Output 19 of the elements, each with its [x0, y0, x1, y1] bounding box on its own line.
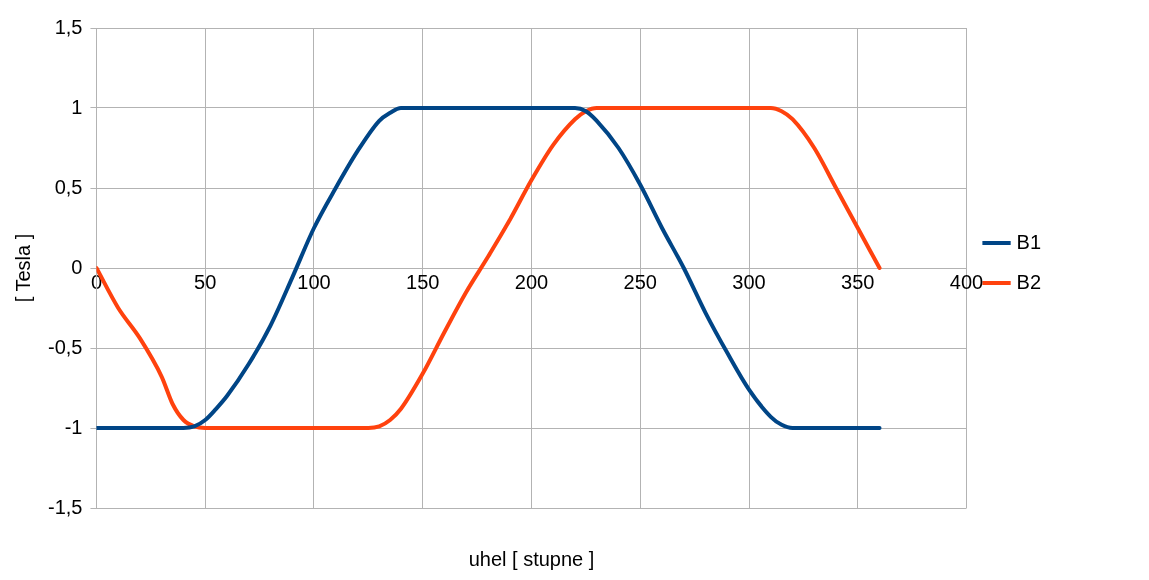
y-tick-label: 0,5 [54, 175, 83, 198]
x-tick-label: 350 [841, 270, 875, 293]
x-tick-label: 50 [194, 270, 217, 293]
y-tick-label: -0,5 [47, 335, 83, 358]
x-tick-label: 200 [514, 270, 549, 293]
x-tick-label: 150 [406, 270, 440, 293]
x-tick-label: 250 [623, 270, 657, 293]
legend-label: B2 [1016, 270, 1042, 293]
y-tick-label: 1 [71, 95, 83, 118]
y-tick-label: 1,5 [54, 15, 83, 38]
y-tick-label: -1 [64, 415, 83, 438]
y-tick-label: 0 [71, 255, 83, 278]
y-tick-label: -1,5 [47, 495, 83, 518]
x-tick-label: 100 [297, 270, 331, 293]
y-axis-title: [ Tesla ] [11, 233, 34, 303]
x-tick-label: 300 [732, 270, 766, 293]
legend-label: B1 [1016, 230, 1042, 253]
x-axis-title: uhel [ stupne ] [468, 547, 595, 570]
x-tick-label: 400 [949, 270, 984, 293]
